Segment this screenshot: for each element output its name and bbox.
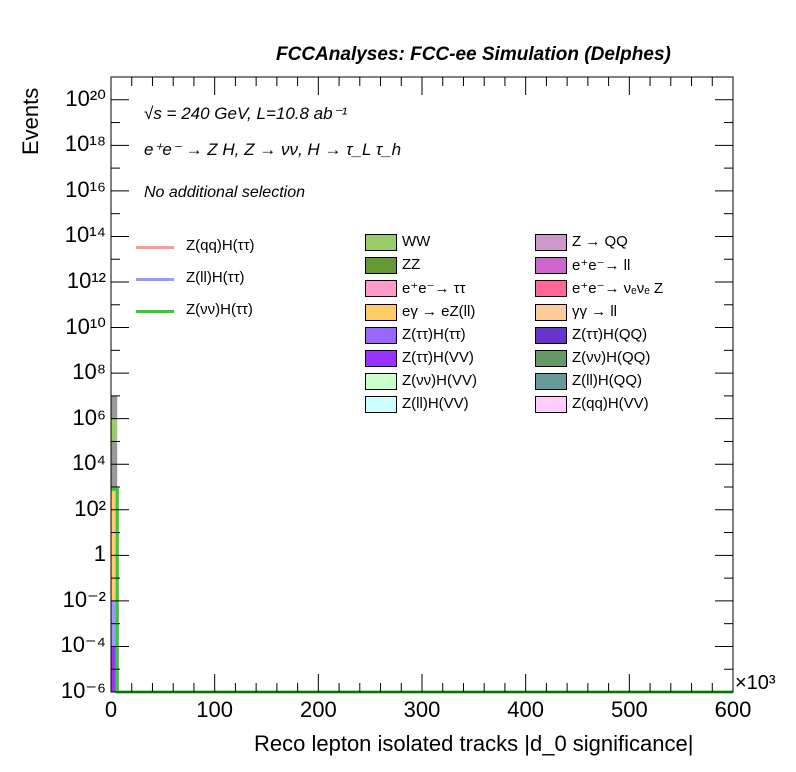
legend-fill-swatch: [365, 257, 397, 275]
legend-line-swatch: [136, 246, 174, 249]
legend-background-entry: ZZ: [365, 256, 535, 276]
annotation-energy-lumi: √s = 240 GeV, L=10.8 ab⁻¹: [144, 104, 348, 123]
legend-label: Z(ll)H(VV): [402, 395, 469, 413]
legend-background-entry: Z(ττ)H(ττ): [365, 326, 535, 346]
legend-background-entry: γγ → ll: [535, 303, 705, 323]
legend-fill-swatch: [365, 396, 397, 414]
legend-background-entry: Z(ττ)H(QQ): [535, 326, 705, 346]
legend-signal-entry: Z(νν)H(ττ): [136, 301, 336, 321]
y-tick-label: 10¹⁸: [64, 131, 106, 157]
y-tick-label: 10¹⁴: [64, 222, 106, 248]
stack-segment-5: [111, 395, 118, 419]
annotation-process: e⁺e⁻ → Z H, Z → νν, H → τ_L τ_h: [144, 140, 402, 159]
legend-background-entry: Z → QQ: [535, 233, 705, 253]
legend-label: Z(νν)H(ττ): [186, 301, 253, 318]
y-tick-label: 10⁻²: [62, 586, 106, 612]
legend-background-entry: e⁺e⁻→ ττ: [365, 279, 535, 299]
y-tick-label: 10²: [74, 495, 106, 521]
y-tick-label: 10⁻⁴: [60, 632, 106, 658]
x-tick-label: 600: [714, 697, 752, 722]
signal-line-1: [111, 487, 733, 694]
legend-fill-swatch: [365, 326, 397, 344]
legend-background-entry: e⁺e⁻→ νₑνₑ Z: [535, 279, 705, 299]
x-tick-label: 300: [403, 697, 441, 722]
legend-background-entry: Z(qq)H(VV): [535, 395, 705, 415]
legend-background-entry: Z(ll)H(QQ): [535, 372, 705, 392]
legend-background-entry: WW: [365, 233, 535, 253]
y-tick-label: 10⁴: [72, 450, 106, 476]
y-tick-label: 10¹⁰: [65, 313, 106, 339]
legend-fill-swatch: [535, 350, 567, 367]
stack-segment-2: [111, 487, 118, 601]
legend-label: e⁺e⁻→ ττ: [402, 280, 466, 298]
legend-signal: Z(qq)H(ττ) Z(ll)H(ττ) Z(νν)H(ττ): [136, 237, 336, 327]
x-tick-label: 200: [299, 697, 337, 722]
x-axis-title: Reco lepton isolated tracks |d_0 signifi…: [254, 731, 694, 756]
y-tick-label: 10¹⁶: [65, 176, 106, 202]
legend-background-entry: Z(ll)H(VV): [365, 395, 535, 415]
y-tick-label: 10⁻⁶: [60, 678, 106, 703]
legend-label: Z(qq)H(VV): [572, 395, 649, 413]
legend-label: WW: [402, 233, 431, 250]
legend-background-entry: Z(ττ)H(VV): [365, 349, 535, 369]
legend-label: Z(ττ)H(ττ): [402, 325, 466, 343]
x-tick-label: 0: [104, 697, 118, 722]
legend-background-entry: Z(νν)H(QQ): [535, 349, 705, 369]
legend-label: Z(ττ)H(QQ): [572, 325, 648, 343]
legend-line-swatch: [136, 310, 174, 313]
signal-histogram-lines: [111, 487, 733, 694]
x-axis-multiplier: ×10³: [735, 672, 776, 694]
legend-label: Z → QQ: [572, 233, 628, 250]
x-tick-label: 500: [610, 697, 648, 722]
legend-label: Z(νν)H(QQ): [572, 349, 651, 366]
legend-label: e⁺e⁻→ ll: [572, 257, 631, 275]
legend-fill-swatch: [535, 373, 567, 391]
legend-fill-swatch: [365, 234, 397, 251]
legend-label: Z(qq)H(ττ): [186, 237, 255, 254]
y-tick-label: 10⁸: [72, 359, 106, 385]
annotation-selection: No additional selection: [144, 184, 305, 201]
legend-fill-swatch: [365, 373, 397, 391]
x-tick-label: 100: [196, 697, 234, 722]
legend-signal-entry: Z(ll)H(ττ): [136, 269, 336, 289]
axis-ticks: [110, 76, 734, 693]
legend-fill-swatch: [535, 396, 567, 414]
legend-label: γγ → ll: [572, 302, 617, 320]
legend-fill-swatch: [535, 303, 567, 321]
legend-fill-swatch: [535, 326, 567, 344]
y-axis-title: Events: [18, 87, 43, 155]
legend-fill-swatch: [535, 257, 567, 275]
legend-fill-swatch: [535, 280, 567, 298]
y-tick-label: 1: [93, 541, 106, 567]
legend-fill-swatch: [365, 350, 397, 367]
signal-line-2: [111, 487, 733, 694]
legend-background-entry: e⁺e⁻→ ll: [535, 256, 705, 276]
x-tick-label: 400: [507, 697, 545, 722]
legend-label: Z(ττ)H(VV): [402, 349, 474, 366]
legend-line-swatch: [136, 278, 174, 281]
stack-segment-4: [111, 418, 118, 442]
legend-label: ZZ: [402, 256, 421, 274]
y-tick-label: 10⁶: [72, 404, 106, 430]
legend-label: e⁺e⁻→ νₑνₑ Z: [572, 280, 664, 298]
legend-fill-swatch: [365, 303, 397, 321]
signal-line-0: [111, 487, 733, 694]
legend-background-entry: Z(νν)H(VV): [365, 372, 535, 392]
legend-label: eγ → eZ(ll): [402, 302, 476, 320]
legend-label: Z(ll)H(ττ): [186, 269, 245, 286]
legend-signal-entry: Z(qq)H(ττ): [136, 237, 336, 257]
legend-backgrounds: WW Z → QQ ZZ e⁺e⁻→ ll e⁺e⁻→ ττ e⁺e⁻→ νₑνₑ Z eγ…: [365, 233, 745, 423]
legend-label: Z(νν)H(VV): [402, 372, 477, 390]
legend-background-entry: eγ → eZ(ll): [365, 303, 535, 323]
y-tick-label: 10¹²: [66, 268, 106, 293]
y-tick-label: 10²⁰: [65, 85, 106, 111]
legend-fill-swatch: [365, 280, 397, 298]
header-title: FCCAnalyses: FCC-ee Simulation (Delphes): [276, 44, 671, 65]
legend-label: Z(ll)H(QQ): [572, 372, 642, 390]
legend-fill-swatch: [535, 234, 567, 251]
